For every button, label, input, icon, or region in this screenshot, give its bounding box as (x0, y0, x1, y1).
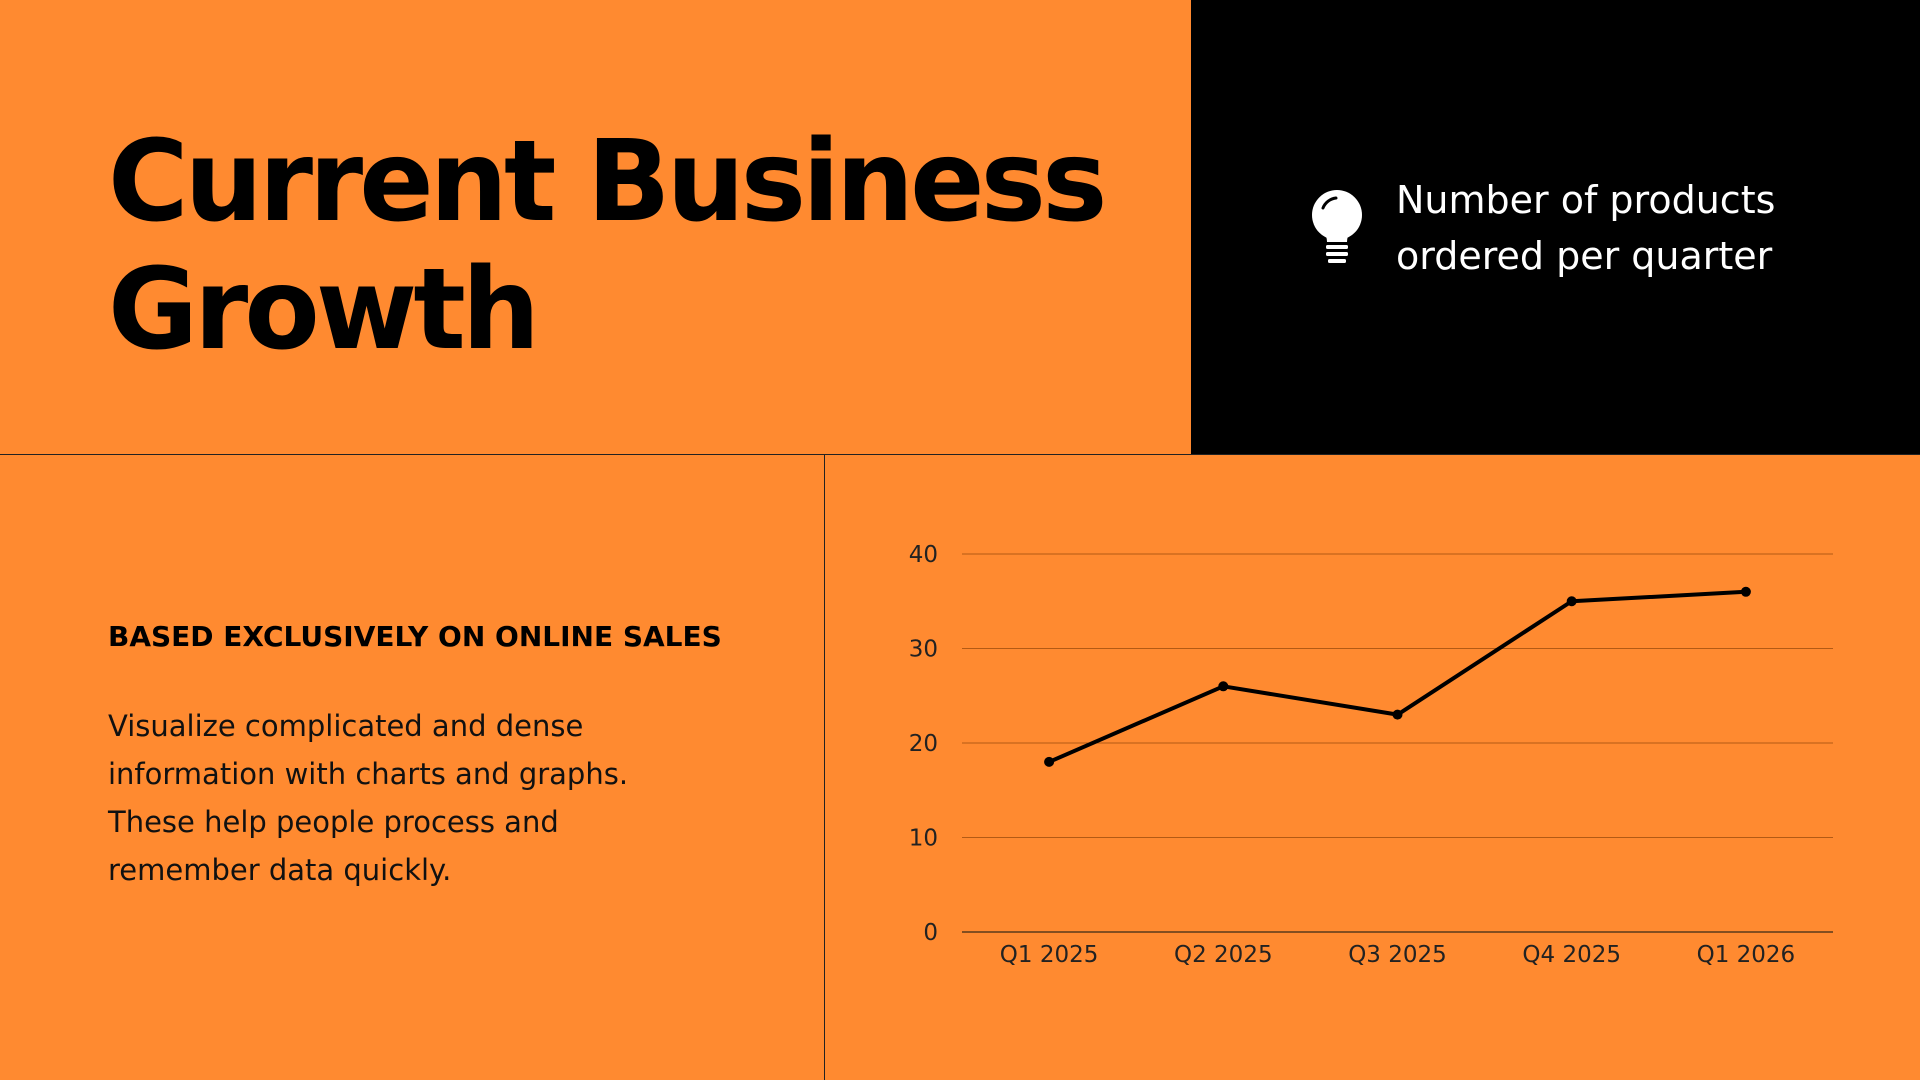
body-paragraph: Visualize complicated and dense informat… (108, 709, 629, 887)
lightbulb-icon (1312, 190, 1362, 263)
y-tick-label: 30 (909, 637, 938, 663)
data-point (1392, 709, 1403, 720)
x-tick-label: Q3 2025 (1348, 942, 1447, 968)
data-point (1218, 681, 1229, 692)
x-tick-label: Q2 2025 (1174, 942, 1273, 968)
y-tick-label: 10 (909, 826, 938, 852)
x-tick-label: Q4 2025 (1522, 942, 1621, 968)
chart-caption: Number of products ordered per quarter (1396, 178, 1776, 278)
x-tick-label: Q1 2025 (1000, 942, 1099, 968)
data-point (1044, 756, 1055, 767)
title-panel (0, 0, 1191, 454)
data-point (1566, 596, 1577, 607)
subheading: BASED EXCLUSIVELY ON ONLINE SALES (108, 620, 722, 653)
line-chart: 0 10 20 30 40 Q1 2025 Q2 2025 Q3 2025 Q4 2025 Q1 … (909, 542, 1833, 968)
vertical-divider (824, 455, 825, 1080)
y-tick-label: 0 (923, 920, 938, 946)
y-tick-label: 40 (909, 542, 938, 568)
data-point (1740, 586, 1751, 597)
x-tick-label: Q1 2026 (1697, 942, 1796, 968)
horizontal-divider (0, 454, 1920, 455)
page-title: Current Business Growth (108, 117, 1107, 375)
callout-panel (1191, 0, 1920, 454)
y-tick-label: 20 (909, 731, 938, 757)
series-line (1048, 589, 1747, 764)
